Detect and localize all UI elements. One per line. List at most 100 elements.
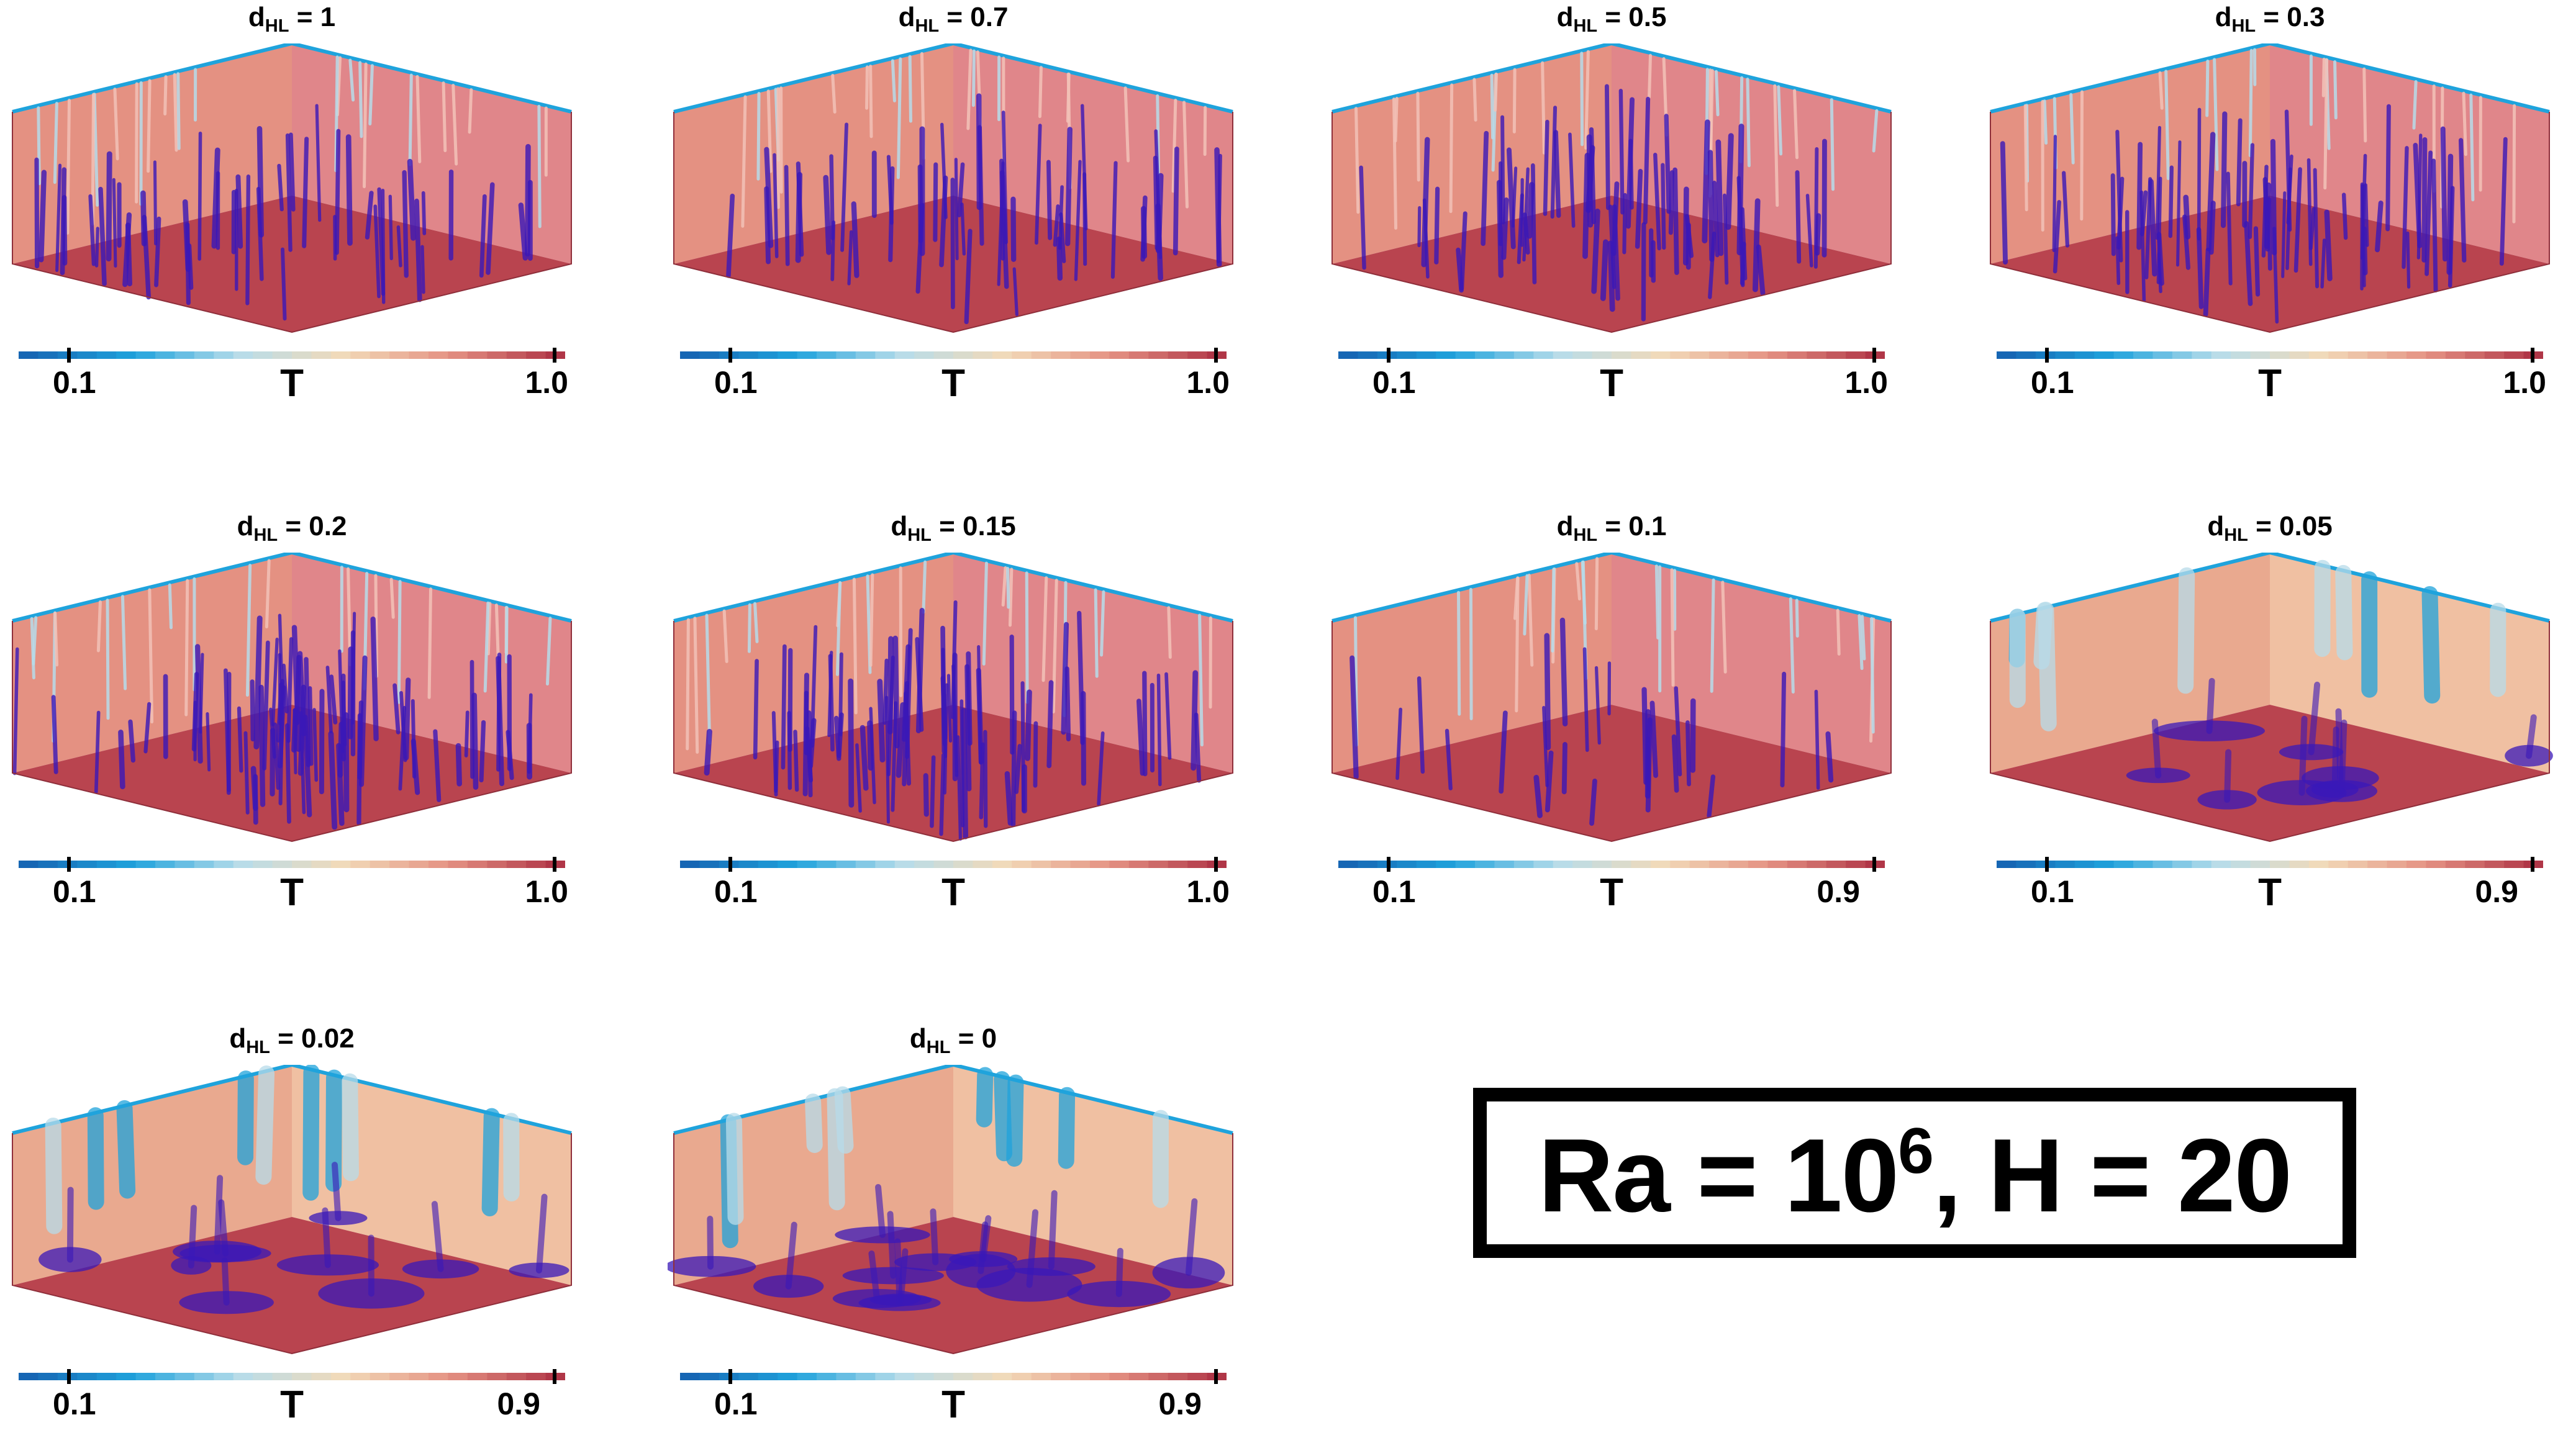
cold-plume [1564,744,1565,792]
cold-plume [474,695,476,787]
cold-plume [1158,206,1161,278]
colorbar-segment [1572,351,1592,359]
colorbar-segment [2309,351,2329,359]
colorbar-segment [1168,1373,1188,1380]
cold-streak [410,75,411,165]
colorbar-variable-label: T [280,875,304,910]
cold-plume [776,743,777,791]
colorbar-segment [1090,351,1110,359]
cold-plume [1502,117,1503,223]
colorbar-segment [1807,351,1826,359]
colorbar-segment [253,861,273,868]
colorbar-segment [292,1373,312,1380]
cold-plume [417,201,420,300]
cold-streak [53,1126,55,1226]
colorbar: 0.1 T 1.0 [1338,348,1885,416]
colorbar-segment [1338,351,1358,359]
colorbar-segment [1767,351,1787,359]
cold-plume [253,769,255,808]
cold-plume [1666,116,1669,212]
cold-plume [413,701,414,777]
colorbar-segment [448,351,468,359]
cold-plume [849,232,851,284]
cold-plume [1797,173,1799,262]
colorbar-segment [2192,861,2211,868]
colorbar-segment [116,861,136,868]
cold-plume [2327,212,2330,279]
colorbar-segment [1012,351,1032,359]
colorbar-segment [680,861,700,868]
cold-plume [1536,777,1540,815]
colorbar-segment [1090,1373,1110,1380]
cold-plume [1068,129,1070,243]
cold-plume [2418,135,2420,258]
colorbar-segment [468,1373,488,1380]
colorbar-segment [292,351,312,359]
colorbar-segment [214,1373,234,1380]
colorbar-segment [2172,351,2192,359]
cold-plume [795,731,797,789]
colorbar-max-label: 1.0 [525,365,568,400]
colorbar-tick [1214,857,1218,872]
colorbar-min-label: 0.1 [1372,874,1416,909]
cold-plume [926,775,927,814]
cold-plume [361,658,365,785]
colorbar-tick [67,857,71,872]
cold-plume [837,718,839,759]
cold-plume [2223,114,2225,225]
cold-plume [1060,187,1063,248]
colorbar-segment [1767,861,1787,868]
colorbar-gradient [19,857,565,872]
cold-streak [1066,1095,1067,1161]
colorbar-segment [253,351,273,359]
colorbar-segment [526,1373,546,1380]
colorbar-segment [1148,1373,1168,1380]
colorbar-variable-label: T [941,875,965,910]
colorbar-segment [448,861,468,868]
panel-dhl-0.02: dHL = 0.02 0.1 T 0.9 [6,1021,578,1456]
cold-streak [68,101,70,233]
cold-streak [1716,71,1718,115]
colorbar: 0.1 T 1.0 [1997,348,2543,416]
cold-plume [1048,162,1050,238]
cold-plume [1013,199,1014,260]
colorbar-segment [2387,861,2407,868]
cold-streak [833,75,835,112]
cold-plume [2228,174,2231,284]
cold-streak [2364,69,2366,141]
cold-plume [406,680,408,757]
colorbar-segment [738,861,758,868]
cold-plume [201,654,202,732]
colorbar-gradient [1997,348,2543,363]
colorbar-segment [2231,861,2251,868]
cold-plume [1652,703,1656,775]
cold-plume [2339,712,2341,778]
colorbar-gradient [1338,348,1885,363]
cold-plume [466,712,468,756]
colorbar-segment [409,1373,429,1380]
colorbar-segment [389,1373,409,1380]
cold-streak [898,59,900,178]
cold-plume [1607,86,1608,208]
cold-plume [529,695,531,772]
cold-plume [247,176,248,303]
cold-streak [170,585,171,628]
colorbar-max-label: 1.0 [1186,874,1230,909]
colorbar-min-label: 0.1 [714,365,758,400]
cold-plume [348,137,350,243]
cold-plume [962,204,964,254]
cold-plume [225,1260,227,1302]
cold-plume [1585,155,1587,256]
colorbar-segment [992,861,1012,868]
colorbar-segment [2016,351,2036,359]
cold-plume [2408,233,2409,287]
cold-plume [1675,170,1677,273]
colorbar-segment [331,351,351,359]
cold-plume [53,697,56,772]
cold-plume [2265,179,2267,249]
cold-streak [98,602,100,651]
cold-plume [252,682,253,739]
colorbar-segment [155,351,175,359]
colorbar-segment [19,351,39,359]
cold-plume [1638,171,1641,246]
